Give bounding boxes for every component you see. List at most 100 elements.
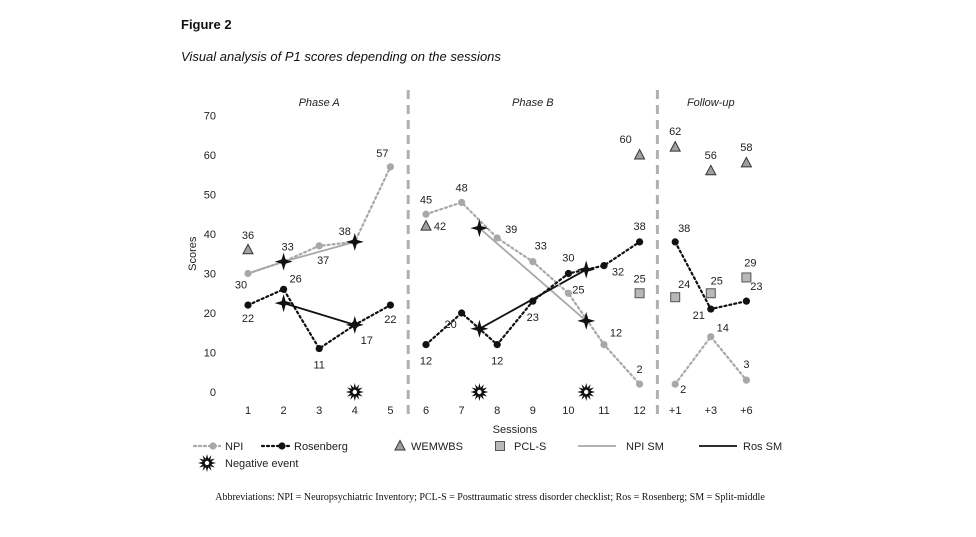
wemwbs-data-label: 58: [740, 142, 752, 154]
legend-negative-event-label: Negative event: [225, 458, 298, 470]
legend-npi-label: NPI: [225, 441, 243, 453]
figure-title: Visual analysis of P1 scores depending o…: [181, 49, 501, 64]
x-tick-label: +1: [669, 405, 682, 417]
npi-point: [244, 269, 252, 278]
series-lines: [246, 165, 748, 386]
npi-data-label: 57: [376, 148, 388, 160]
rosenberg-point: [671, 238, 679, 246]
npi-data-label: 25: [572, 284, 584, 296]
npi-point: [671, 380, 679, 388]
npi-data-label: 33: [281, 242, 293, 254]
npi-point: [600, 341, 608, 349]
rosenberg-data-label: 11: [313, 360, 324, 372]
rosenberg-point: [564, 269, 573, 278]
wemwbs-point: [704, 164, 717, 176]
npi-data-label: 37: [317, 255, 329, 267]
rosenberg-point: [280, 285, 288, 293]
npi-data-label: 12: [610, 328, 622, 340]
x-tick-label: +6: [740, 405, 753, 417]
negative-event-icon-core: [477, 389, 482, 395]
y-tick-label: 0: [210, 387, 216, 399]
y-tick-label: 60: [204, 150, 216, 162]
npi-line: [424, 201, 641, 386]
x-tick-label: 3: [316, 405, 322, 417]
npi-data-label: 3: [743, 359, 749, 371]
rosenberg-point: [493, 341, 501, 349]
negative-event-icon-core: [352, 389, 357, 395]
rosenberg-data-label: 23: [527, 312, 539, 324]
rosenberg-data-label: 32: [612, 267, 624, 279]
rosenberg-data-label: 30: [562, 253, 574, 265]
x-tick-label: 6: [423, 405, 429, 417]
legend-pcls-label: PCL-S: [514, 441, 546, 453]
wemwbs-point: [242, 243, 254, 255]
x-tick-label: 2: [281, 405, 287, 417]
negative-event-icon-core: [584, 389, 589, 395]
wemwbs-point: [740, 156, 753, 168]
figure-label: Figure 2: [181, 17, 232, 32]
npi-data-label: 2: [680, 384, 686, 396]
npi-data-label: 14: [717, 323, 729, 335]
wemwbs-data-label: 60: [619, 134, 631, 146]
rosenberg-point: [422, 341, 430, 349]
split-middle-marker: [345, 315, 364, 334]
wemwbs-data-label: 36: [242, 230, 254, 242]
phase-label: Phase A: [299, 97, 340, 109]
x-tick-label: 10: [562, 405, 574, 417]
rosenberg-data-label: 21: [693, 310, 705, 322]
npi-data-label: 45: [420, 194, 432, 206]
rosenberg-line: [424, 240, 641, 347]
legend-wemwbs-marker: [394, 439, 406, 451]
rosenberg-data-label: 12: [491, 356, 503, 368]
split-middle-marker: [345, 232, 364, 251]
legend-negative-event-icon-core: [204, 460, 210, 466]
x-axis-title: Sessions: [493, 424, 538, 436]
rosenberg-data-label: 12: [420, 356, 432, 368]
x-tick-label: +3: [705, 405, 718, 417]
split-middle-marker: [470, 219, 489, 238]
legend-pcls-marker: [495, 441, 505, 451]
y-tick-label: 10: [204, 348, 216, 360]
rosenberg-point: [600, 262, 608, 270]
legend-rosenberg-label: Rosenberg: [294, 441, 348, 453]
ros-sm-line: [283, 302, 356, 326]
rosenberg-data-label: 38: [633, 221, 645, 233]
rosenberg-point: [742, 297, 751, 305]
rosenberg-point: [707, 305, 715, 313]
pcls-data-label: 25: [633, 273, 645, 285]
npi-line: [674, 334, 748, 386]
x-tick-label: 11: [598, 405, 609, 417]
split-middle-marker: [577, 311, 596, 330]
phase-dividers: [406, 90, 659, 415]
rosenberg-point: [529, 297, 537, 305]
pcls-point: [705, 288, 716, 299]
npi-data-label: 33: [535, 241, 547, 253]
npi-point: [564, 289, 573, 297]
wemwbs-point: [669, 140, 682, 152]
pcls-data-label: 29: [744, 257, 756, 269]
pcls-data-label: 24: [678, 279, 690, 291]
pcls-data-label: 25: [711, 275, 723, 287]
npi-point: [742, 376, 751, 384]
npi-data-label: 38: [339, 226, 351, 238]
series-marks: [242, 140, 753, 401]
rosenberg-data-label: 20: [444, 319, 456, 331]
rosenberg-point: [458, 309, 466, 317]
npi-data-label: 30: [235, 280, 247, 292]
rosenberg-data-label: 17: [361, 335, 373, 347]
wemwbs-data-label: 56: [705, 150, 717, 162]
npi-point: [707, 333, 715, 341]
wemwbs-point: [633, 148, 646, 160]
npi-point: [493, 234, 501, 242]
legend-npi-marker: [209, 442, 217, 450]
x-tick-label: 9: [530, 405, 536, 417]
y-axis-title: Scores: [187, 236, 199, 271]
split-middle-marker: [274, 294, 293, 313]
npi-data-label: 48: [455, 182, 467, 194]
x-tick-label: 1: [245, 405, 251, 417]
pcls-point: [741, 272, 752, 283]
x-tick-label: 12: [633, 405, 645, 417]
rosenberg-data-label: 26: [289, 273, 301, 285]
split-middle-marker: [470, 319, 489, 338]
